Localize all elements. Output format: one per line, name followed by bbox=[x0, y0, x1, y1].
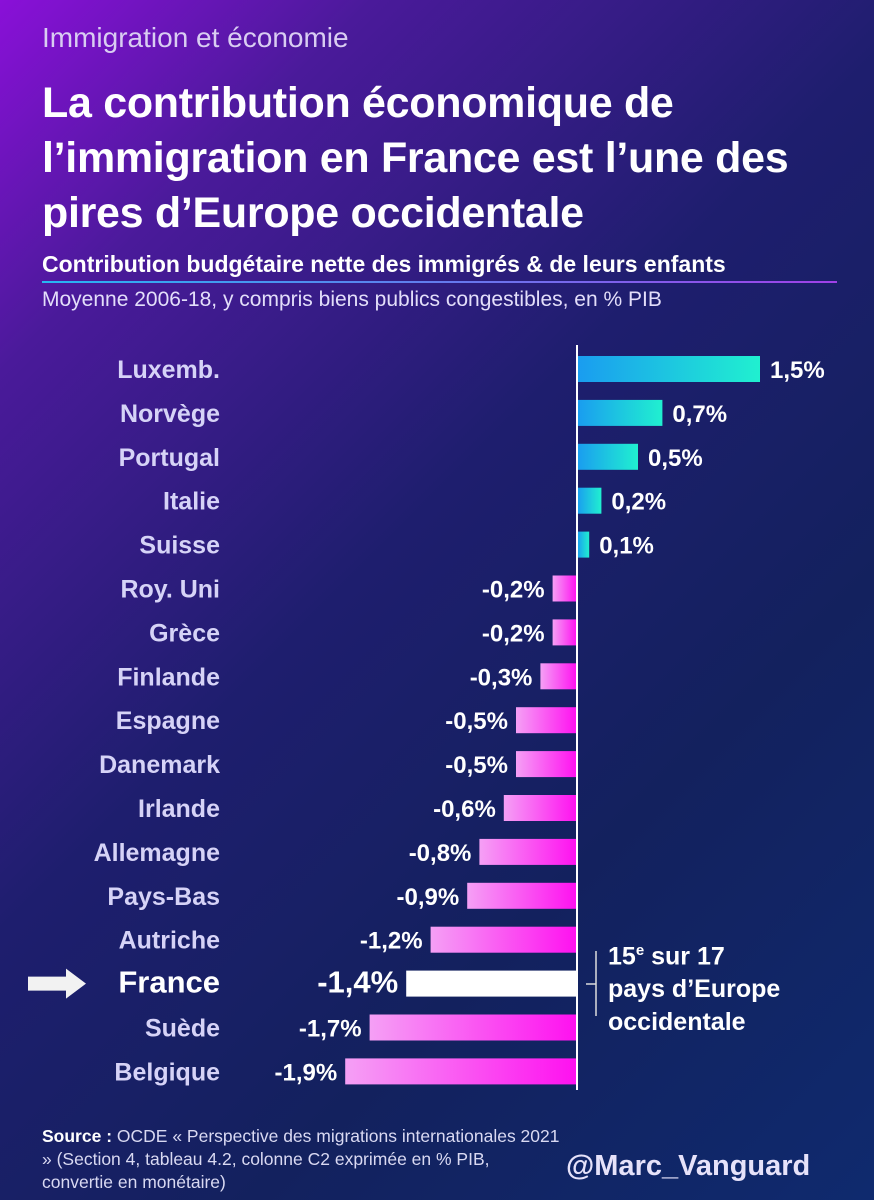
value-label: -0,3% bbox=[470, 664, 533, 691]
value-label: 0,7% bbox=[672, 401, 727, 428]
value-label: 0,5% bbox=[648, 445, 703, 472]
rank-number: 15 bbox=[608, 942, 636, 971]
category-label: Danemark bbox=[99, 751, 220, 779]
author-handle: @Marc_Vanguard bbox=[566, 1150, 811, 1182]
category-label: Suède bbox=[145, 1015, 220, 1043]
bar-6 bbox=[552, 619, 577, 646]
bar-11 bbox=[479, 838, 577, 865]
value-label: -1,4% bbox=[317, 965, 398, 1000]
bar-0 bbox=[577, 356, 760, 382]
category-label: Espagne bbox=[116, 707, 220, 735]
bar-15 bbox=[369, 1014, 577, 1041]
source-text: OCDE « Perspective des migrations intern… bbox=[42, 1126, 560, 1192]
value-label: -0,2% bbox=[482, 577, 545, 604]
category-label: Grèce bbox=[149, 619, 220, 647]
category-label: Luxemb. bbox=[117, 356, 220, 384]
bar-2 bbox=[577, 443, 638, 470]
value-label: -1,9% bbox=[274, 1059, 337, 1086]
rank-annotation: 15e sur 17 pays d’Europe occidentale bbox=[608, 934, 780, 1039]
value-label: 0,2% bbox=[611, 489, 666, 516]
bar-10 bbox=[503, 795, 577, 821]
category-label: Suisse bbox=[139, 532, 220, 560]
rank-suffix: e bbox=[635, 942, 645, 959]
category-label: Irlande bbox=[138, 795, 220, 823]
category-label: Finlande bbox=[117, 663, 220, 691]
note-line2: pays d’Europe bbox=[608, 975, 781, 1004]
value-label: 0,1% bbox=[599, 533, 654, 560]
category-label: France bbox=[118, 965, 220, 1000]
category-label: Italie bbox=[163, 488, 220, 516]
arrow-icon bbox=[28, 968, 86, 999]
rank-total: sur 17 bbox=[644, 942, 725, 971]
value-label: -1,7% bbox=[299, 1016, 362, 1043]
value-label: -1,2% bbox=[360, 928, 423, 955]
note-line3: occidentale bbox=[608, 1008, 746, 1037]
category-label: Autriche bbox=[119, 927, 221, 955]
bar-14 bbox=[406, 970, 577, 997]
bar-9 bbox=[516, 751, 577, 778]
value-label: -0,2% bbox=[482, 620, 545, 647]
category-label: Norvège bbox=[120, 400, 220, 428]
kicker: Immigration et économie bbox=[42, 22, 349, 53]
category-label: Pays-Bas bbox=[107, 883, 220, 911]
bar-3 bbox=[577, 487, 602, 514]
value-label: -0,6% bbox=[433, 796, 496, 823]
value-label: -0,8% bbox=[409, 840, 472, 867]
chart-title: La contribution économique de l’immigrat… bbox=[42, 79, 789, 237]
value-label: 1,5% bbox=[770, 357, 825, 384]
bar-5 bbox=[552, 575, 577, 602]
chart-subtitle: Contribution budgétaire nette des immigr… bbox=[42, 251, 726, 277]
source-note: Source : OCDE « Perspective des migratio… bbox=[42, 1125, 562, 1194]
category-label: Allemagne bbox=[94, 839, 221, 867]
bar-13 bbox=[430, 926, 577, 953]
bar-8 bbox=[516, 707, 577, 734]
divider bbox=[42, 281, 837, 283]
bar-16 bbox=[345, 1058, 577, 1085]
bar-4 bbox=[577, 531, 590, 558]
bar-12 bbox=[467, 882, 577, 909]
bar-1 bbox=[577, 399, 663, 426]
value-label: -0,5% bbox=[445, 752, 508, 779]
value-label: -0,5% bbox=[445, 708, 508, 735]
category-label: Portugal bbox=[119, 444, 220, 472]
category-label: Belgique bbox=[114, 1058, 220, 1086]
chart-subnote: Moyenne 2006-18, y compris biens publics… bbox=[42, 288, 662, 311]
value-label: -0,9% bbox=[396, 884, 459, 911]
bar-7 bbox=[540, 663, 577, 690]
category-label: Roy. Uni bbox=[120, 576, 220, 604]
source-label: Source : bbox=[42, 1126, 113, 1146]
